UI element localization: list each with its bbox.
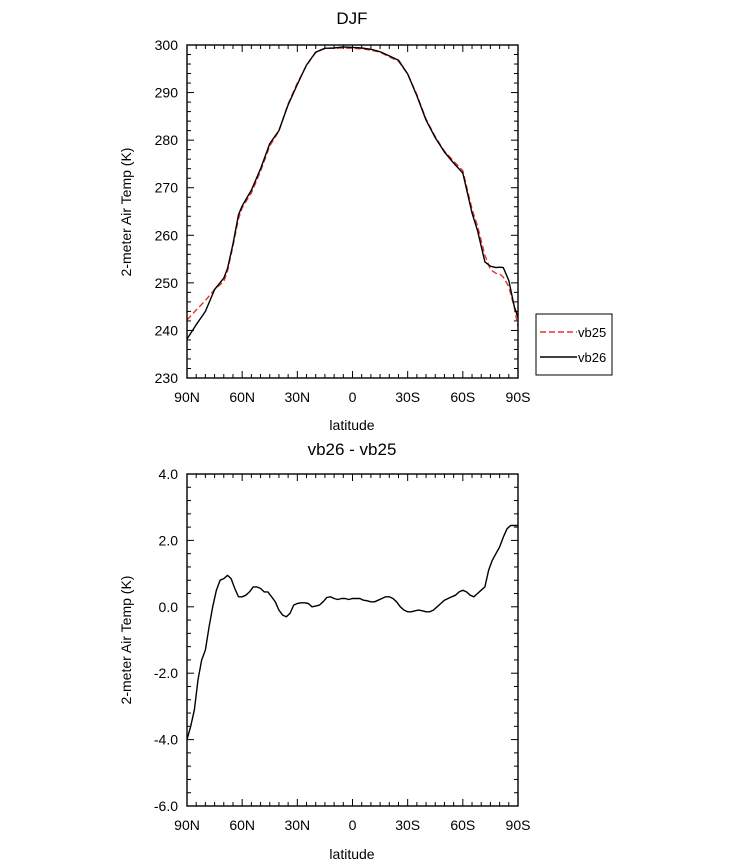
top-y-tick-label: 280 [155, 132, 179, 148]
bottom-y-tick-label: 2.0 [159, 532, 179, 548]
legend: vb25 vb26 [535, 313, 613, 376]
bottom-x-tick-label: 90S [506, 817, 531, 833]
legend-box [535, 313, 613, 376]
top-x-axis-label: latitude [329, 417, 374, 433]
top-x-tick-label: 60S [450, 389, 475, 405]
bottom-plot-frame [186, 473, 519, 807]
bottom-x-tick-label: 30S [395, 817, 420, 833]
bottom-y-tick-label: -2.0 [154, 665, 178, 681]
legend-label-vb25: vb25 [578, 325, 606, 340]
bottom-x-tick-label: 60S [450, 817, 475, 833]
bottom-x-axis-label: latitude [329, 846, 374, 862]
bottom-y-tick-label: 0.0 [159, 599, 179, 615]
panel-top: DJF 90N 60N 30N 0 30S 60S 90S 230 240 250 260 270 28… [118, 9, 613, 433]
top-series-line-vb26 [186, 46, 519, 340]
top-tick-labels-layer: 90N 60N 30N 0 30S 60S 90S 230 240 250 260 270 280 290… [155, 37, 531, 405]
top-series-layer [186, 46, 519, 340]
top-y-tick-label: 270 [155, 180, 179, 196]
top-x-tick-label: 90N [174, 389, 200, 405]
bottom-ticks-layer [186, 473, 519, 807]
bottom-y-tick-label: 4.0 [159, 466, 179, 482]
bottom-chart-title: vb26 - vb25 [308, 440, 397, 459]
bottom-y-tick-label: -4.0 [154, 732, 178, 748]
top-x-tick-label: 90S [506, 389, 531, 405]
top-plot-frame [186, 44, 519, 379]
bottom-series-layer [186, 524, 518, 740]
top-y-axis-label: 2-meter Air Temp (K) [118, 148, 134, 277]
top-ticks-layer [186, 44, 519, 379]
bottom-x-tick-label: 60N [229, 817, 255, 833]
top-x-tick-label: 30S [395, 389, 420, 405]
bottom-series-line-difference [186, 524, 518, 740]
top-y-tick-label: 260 [155, 227, 179, 243]
bottom-x-tick-label: 90N [174, 817, 200, 833]
top-chart-title: DJF [336, 9, 367, 28]
bottom-x-tick-label: 30N [284, 817, 310, 833]
bottom-y-tick-label: -6.0 [154, 798, 178, 814]
top-series-line-vb25 [186, 47, 519, 327]
top-y-tick-label: 290 [155, 85, 179, 101]
bottom-x-tick-label: 0 [349, 817, 357, 833]
panel-bottom: vb26 - vb25 90N 60N 30N 0 30S 60S 90S -6.0 -4.0 -… [118, 440, 530, 862]
bottom-y-axis-label: 2-meter Air Temp (K) [118, 576, 134, 705]
top-x-tick-label: 30N [284, 389, 310, 405]
bottom-tick-labels-layer: 90N 60N 30N 0 30S 60S 90S -6.0 -4.0 -2.0 0.0 2.0 4.0 [154, 466, 531, 833]
top-y-tick-label: 240 [155, 322, 179, 338]
legend-label-vb26: vb26 [578, 350, 606, 365]
top-y-tick-label: 250 [155, 275, 179, 291]
top-y-tick-label: 300 [155, 37, 179, 53]
top-x-tick-label: 60N [229, 389, 255, 405]
top-x-tick-label: 0 [349, 389, 357, 405]
top-y-tick-label: 230 [155, 370, 179, 386]
